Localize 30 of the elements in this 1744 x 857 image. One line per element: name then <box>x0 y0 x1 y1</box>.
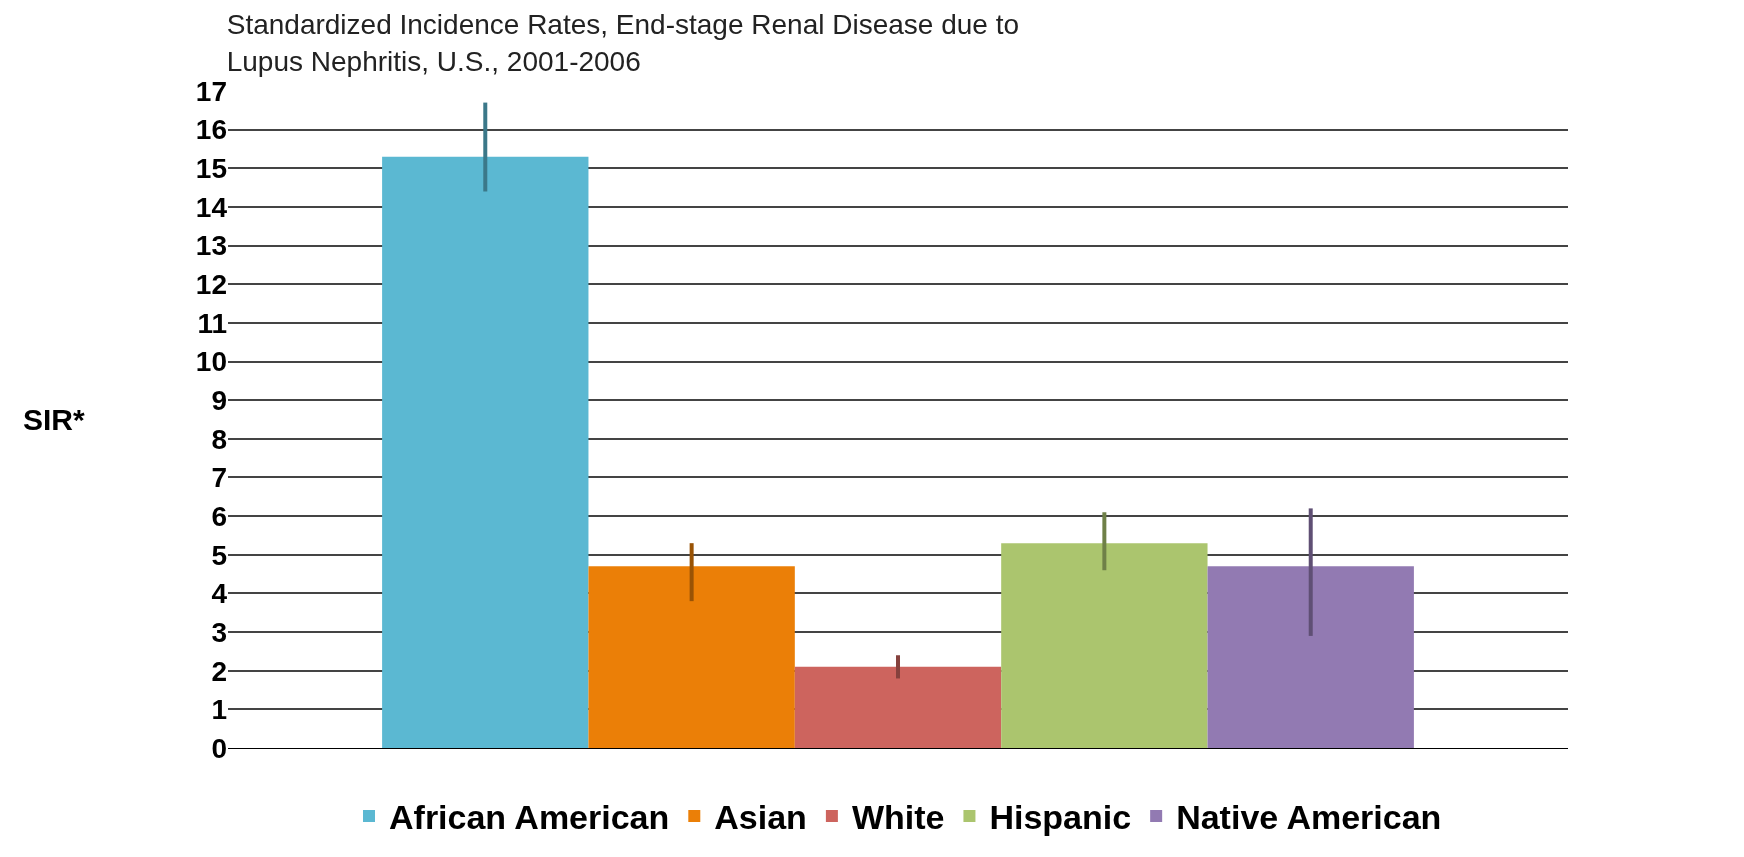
legend-label: African American <box>389 798 670 837</box>
y-axis-title: SIR* <box>23 403 86 436</box>
y-tick-label: 9 <box>211 384 227 416</box>
legend-label: Hispanic <box>989 798 1132 837</box>
bar <box>588 566 795 748</box>
y-tick-label: 7 <box>211 462 227 494</box>
y-tick-label: 1 <box>211 694 227 726</box>
y-tick-label: 14 <box>195 191 228 223</box>
legend-label: White <box>851 798 945 837</box>
legend-label: Native American <box>1176 798 1442 837</box>
y-tick-label: 15 <box>195 153 227 185</box>
y-tick-label: 8 <box>211 423 227 455</box>
y-tick-label: 5 <box>211 539 227 571</box>
y-tick-label: 17 <box>195 75 227 107</box>
bar <box>1207 566 1414 748</box>
y-tick-label: 11 <box>197 307 227 339</box>
bar <box>382 156 589 748</box>
y-tick-label: 4 <box>211 578 228 610</box>
y-tick-label: 2 <box>211 655 227 687</box>
y-tick-label: 12 <box>195 269 227 301</box>
y-tick-label: 10 <box>195 346 227 378</box>
y-tick-label: 6 <box>211 500 227 532</box>
y-tick-label: 13 <box>195 230 227 262</box>
y-tick-label: 0 <box>211 732 227 764</box>
y-tick-label: 3 <box>211 616 227 648</box>
bar <box>1001 543 1208 748</box>
chart-title: Standardized Incidence Rates, End-stage Renal Disease due to Lupus Nephritis, U.S., 2001-2006 <box>226 9 1019 77</box>
bar <box>794 666 1002 748</box>
y-tick-label: 16 <box>195 114 227 146</box>
legend-label: Asian <box>714 798 807 837</box>
